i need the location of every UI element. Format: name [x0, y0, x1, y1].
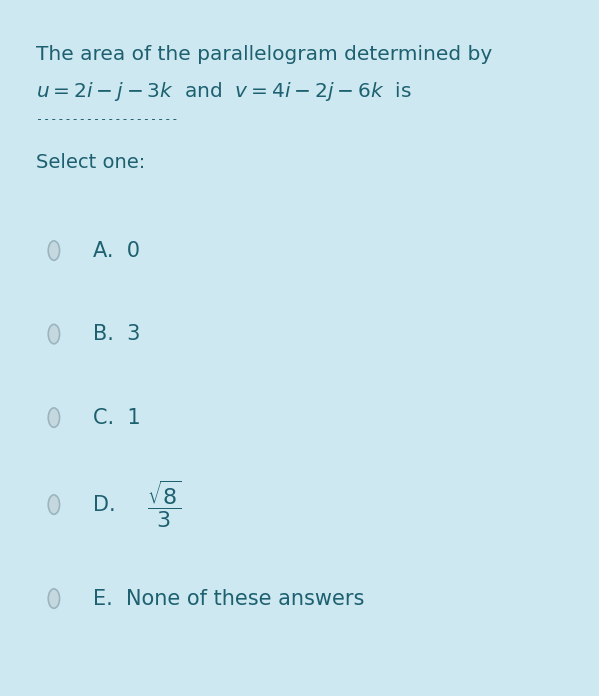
- Ellipse shape: [49, 589, 59, 608]
- Text: E.  None of these answers: E. None of these answers: [93, 589, 364, 608]
- Ellipse shape: [49, 495, 59, 514]
- Text: $u = 2i - j - 3k$  and  $v = 4i - 2j - 6k$  is: $u = 2i - j - 3k$ and $v = 4i - 2j - 6k$…: [36, 80, 412, 103]
- Ellipse shape: [49, 241, 59, 260]
- Text: C.  1: C. 1: [93, 408, 141, 427]
- Text: Select one:: Select one:: [36, 153, 145, 172]
- Text: D.: D.: [93, 495, 116, 514]
- Ellipse shape: [49, 408, 59, 427]
- Text: A.  0: A. 0: [93, 241, 140, 260]
- Text: B.  3: B. 3: [93, 324, 140, 344]
- Ellipse shape: [49, 324, 59, 344]
- Text: --------------------: --------------------: [36, 113, 179, 126]
- Text: $\dfrac{\sqrt{8}}{3}$: $\dfrac{\sqrt{8}}{3}$: [147, 479, 181, 530]
- Text: The area of the parallelogram determined by: The area of the parallelogram determined…: [36, 45, 492, 64]
